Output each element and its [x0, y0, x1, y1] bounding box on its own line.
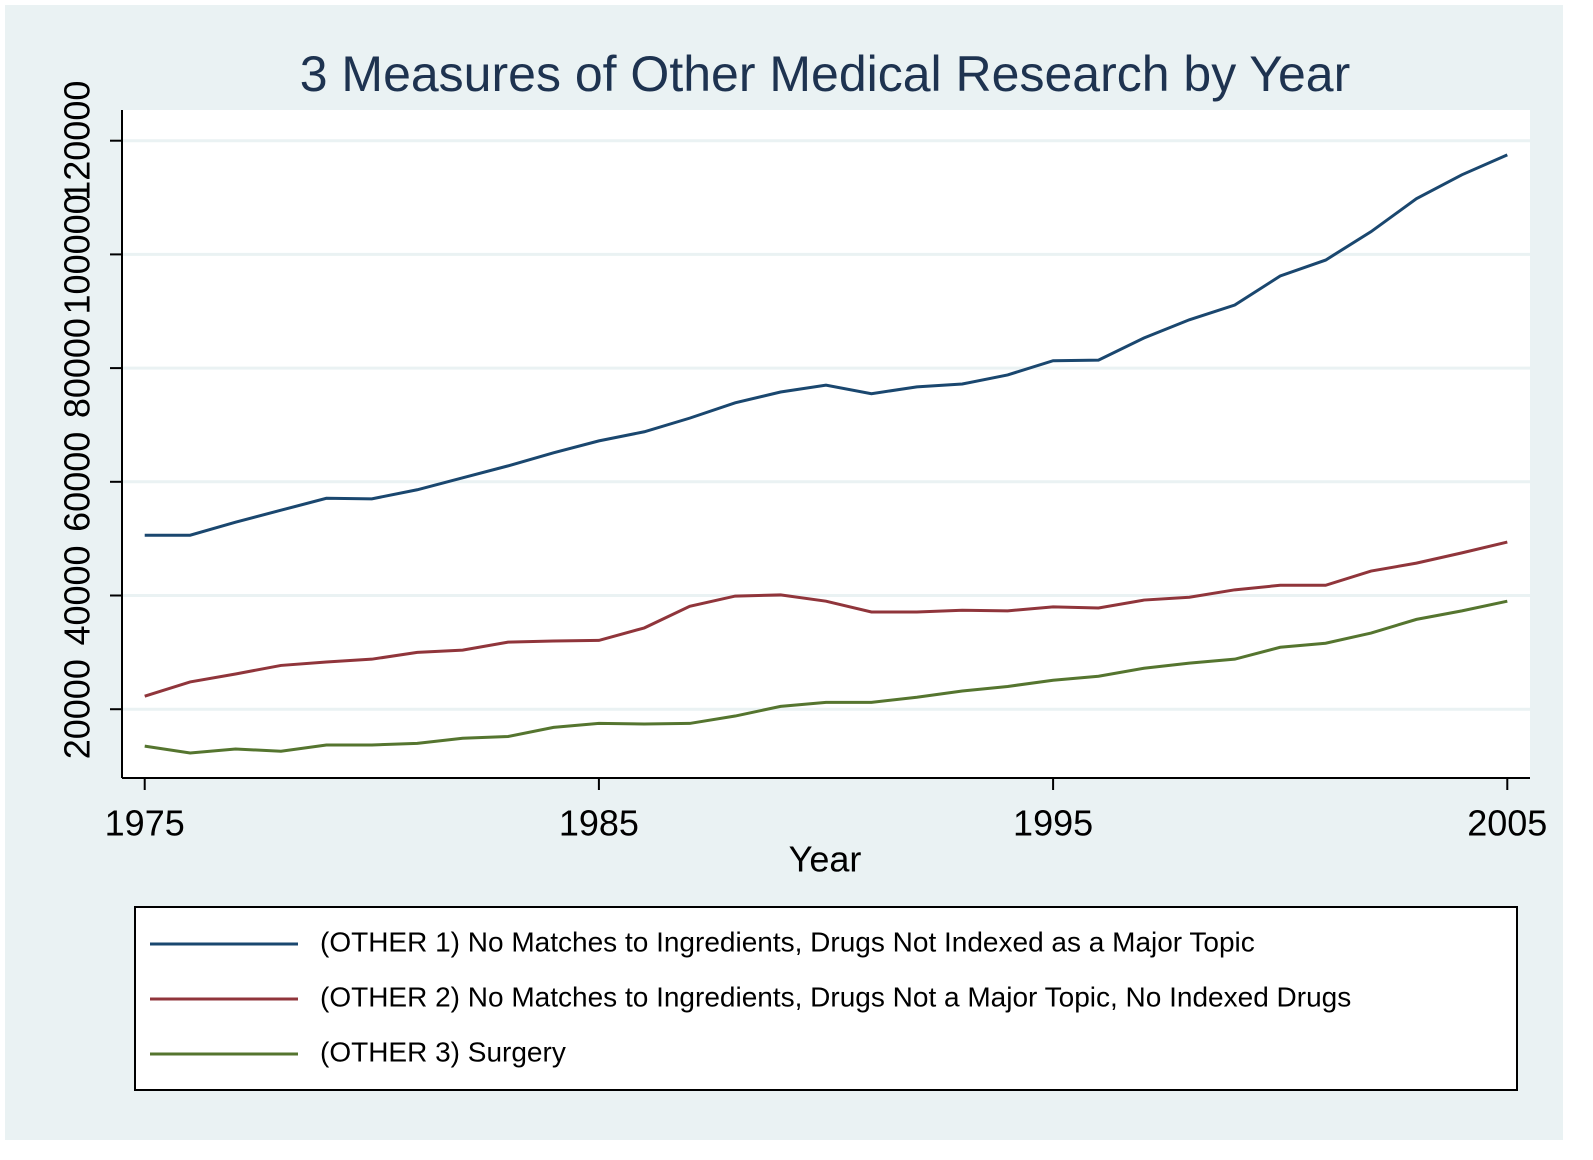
y-tick-label: 80000: [57, 318, 98, 418]
series-line: [144, 153, 1508, 537]
x-tick-label: 1985: [559, 803, 639, 844]
x-axis-title: Year: [789, 839, 862, 880]
legend-label: (OTHER 1) No Matches to Ingredients, Dru…: [320, 926, 1255, 957]
plot-area: [122, 110, 1530, 778]
y-tick-label: 120000: [57, 81, 98, 201]
y-tick-label: 40000: [57, 545, 98, 645]
x-tick-label: 1975: [105, 803, 185, 844]
legend-label: (OTHER 3) Surgery: [320, 1036, 566, 1067]
legend: [134, 906, 1518, 1091]
y-tick-label: 60000: [57, 432, 98, 532]
x-tick-label: 1995: [1013, 803, 1093, 844]
y-tick-label: 100000: [57, 194, 98, 314]
x-tick-label: 2005: [1467, 803, 1547, 844]
series-line: [144, 540, 1508, 698]
legend-label: (OTHER 2) No Matches to Ingredients, Dru…: [320, 981, 1351, 1012]
chart-title: 3 Measures of Other Medical Research by …: [300, 46, 1351, 102]
y-tick-label: 20000: [57, 659, 98, 759]
series-line: [144, 599, 1508, 755]
